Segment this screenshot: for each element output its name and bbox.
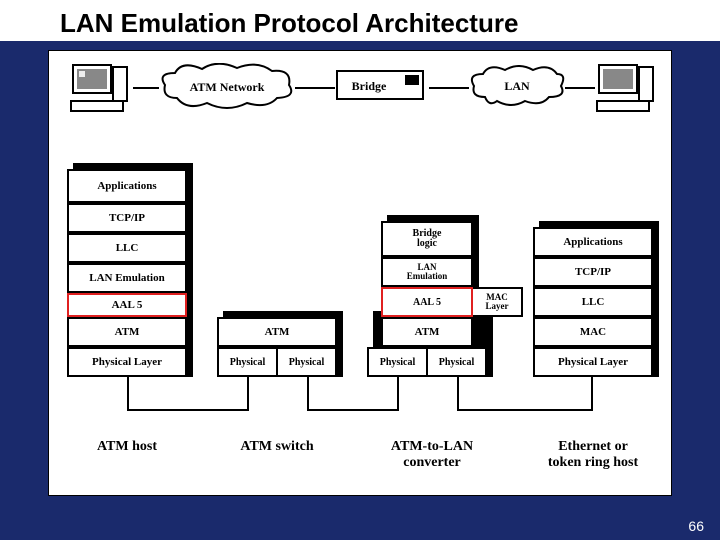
layer-atm: ATM xyxy=(381,317,473,347)
phys-link xyxy=(307,377,309,411)
phys-link xyxy=(247,377,249,411)
phys-link xyxy=(127,409,249,411)
layer-physical-left: Physical xyxy=(219,349,278,375)
diagram-canvas: ATM Network Bridge LAN Applications TCP/… xyxy=(48,50,672,496)
layer-bridge-logic: Bridge logic xyxy=(381,221,473,257)
layer-aal5: AAL 5 xyxy=(381,287,473,317)
layer-physical-right: Physical xyxy=(278,349,335,375)
col-label-atm-host: ATM host xyxy=(67,439,187,455)
layer-physical-right: Physical xyxy=(428,349,485,375)
lan-cloud: LAN xyxy=(467,65,567,111)
layer-mac: MAC xyxy=(533,317,653,347)
layer-tcpip: TCP/IP xyxy=(67,203,187,233)
phys-link xyxy=(307,409,399,411)
col-label-atm-switch: ATM switch xyxy=(217,439,337,455)
phys-link xyxy=(127,377,129,411)
layer-applications: Applications xyxy=(67,169,187,203)
phys-link xyxy=(457,377,459,411)
layer-lan-emulation: LAN Emulation xyxy=(381,257,473,287)
svg-text:Bridge: Bridge xyxy=(352,79,387,93)
col-label-converter: ATM-to-LAN converter xyxy=(367,439,497,471)
layer-physical-left: Physical xyxy=(369,349,428,375)
layer-physical: Physical Layer xyxy=(533,347,653,377)
layer-atm: ATM xyxy=(67,317,187,347)
layer-llc: LLC xyxy=(533,287,653,317)
phys-link xyxy=(591,377,593,411)
layer-atm: ATM xyxy=(217,317,337,347)
col-label-eth-host: Ethernet or token ring host xyxy=(523,439,663,471)
connector xyxy=(295,87,335,89)
layer-tcpip: TCP/IP xyxy=(533,257,653,287)
atm-network-cloud: ATM Network xyxy=(157,63,297,113)
svg-text:LAN: LAN xyxy=(504,79,530,93)
connector xyxy=(133,87,159,89)
page-number: 66 xyxy=(688,518,704,534)
atm-network-text: ATM Network xyxy=(190,80,265,94)
layer-physical-split: Physical Physical xyxy=(217,347,337,377)
phys-link xyxy=(397,377,399,411)
bridge-device: Bridge xyxy=(333,67,433,112)
connector xyxy=(565,87,595,89)
layer-applications: Applications xyxy=(533,227,653,257)
computer-icon-right xyxy=(593,61,663,122)
layer-llc: LLC xyxy=(67,233,187,263)
layer-aal5: AAL 5 xyxy=(67,293,187,317)
computer-icon-left xyxy=(67,61,137,122)
layer-physical-split: Physical Physical xyxy=(367,347,487,377)
layer-mac-layer: MAC Layer xyxy=(473,287,523,317)
connector xyxy=(429,87,469,89)
layer-lan-emulation: LAN Emulation xyxy=(67,263,187,293)
layer-physical: Physical Layer xyxy=(67,347,187,377)
page-title: LAN Emulation Protocol Architecture xyxy=(0,0,720,41)
phys-link xyxy=(457,409,593,411)
